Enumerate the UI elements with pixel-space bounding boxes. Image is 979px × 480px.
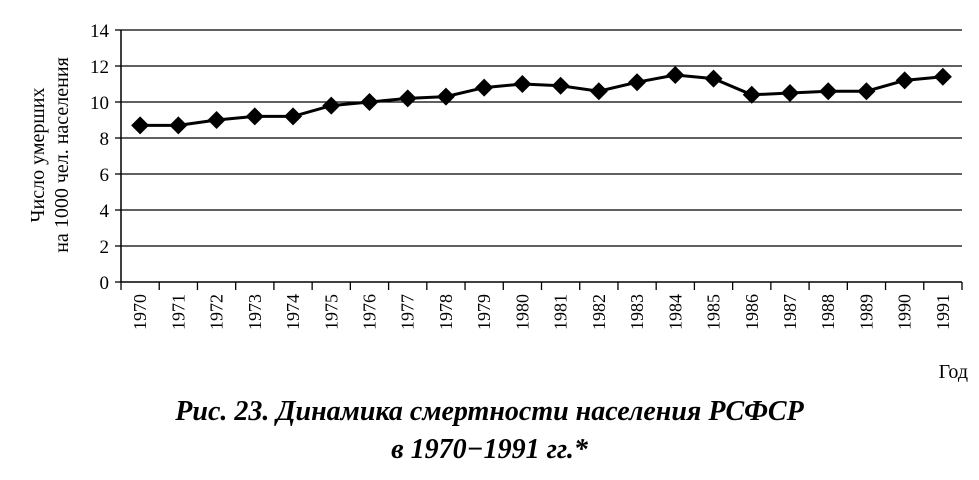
data-point-marker [933, 67, 952, 86]
y-tick-labels: 0 2 4 6 8 10 12 14 [90, 21, 110, 294]
figure-caption: Рис. 23. Динамика смертности населения Р… [0, 393, 979, 469]
x-tick-label: 1982 [589, 294, 609, 330]
axes [120, 30, 963, 290]
y-tick-label: 14 [90, 21, 110, 42]
x-tick-label: 1991 [933, 294, 953, 330]
x-tick-label: 1974 [283, 294, 303, 330]
x-tick-label: 1985 [704, 294, 724, 330]
y-tick-label: 8 [100, 129, 110, 150]
data-point-marker [360, 93, 379, 111]
data-point-marker [780, 84, 799, 102]
y-axis-title-line1: Число умерших [27, 88, 49, 223]
data-point-marker [207, 111, 226, 129]
x-tick-label: 1976 [359, 294, 379, 330]
x-tick-label: 1987 [780, 294, 800, 330]
x-tick-label: 1972 [207, 294, 227, 330]
data-point-marker [589, 82, 608, 101]
x-tick-label: 1977 [398, 294, 418, 330]
x-tick-label: 1979 [474, 294, 494, 330]
data-point-marker [551, 76, 570, 95]
x-tick-label: 1975 [321, 294, 341, 330]
caption-line-2: в 1970−1991 гг.* [391, 434, 588, 465]
y-axis-title-line2: на 1000 чел. населения [51, 57, 73, 253]
data-point-marker [322, 96, 341, 115]
x-tick-label: 1980 [512, 294, 532, 330]
x-tick-label: 1981 [551, 294, 571, 330]
x-tick-label: 1990 [895, 294, 915, 330]
data-point-marker [131, 116, 150, 135]
x-axis-title: Год [939, 361, 968, 383]
x-tick-label: 1978 [436, 294, 456, 330]
data-point-marker [704, 69, 723, 88]
x-tick-label: 1988 [818, 294, 838, 330]
data-point-marker [284, 107, 303, 126]
data-point-marker [475, 78, 494, 97]
data-point-marker [398, 89, 417, 108]
series-line [140, 73, 944, 127]
data-point-marker [857, 82, 876, 101]
data-point-marker [436, 87, 455, 106]
y-tick-label: 6 [100, 165, 110, 186]
y-tick-label: 0 [100, 273, 110, 294]
data-point-marker [742, 85, 761, 104]
data-point-marker [513, 75, 532, 93]
y-tick-label: 2 [100, 237, 110, 258]
mortality-line-chart: 0 2 4 6 8 10 12 14 1970 1971 1972 1973 1974 1975 1976… [27, 21, 968, 383]
x-tick-label: 1984 [665, 294, 685, 330]
caption-line-1: Рис. 23. Динамика смертности населения Р… [175, 396, 804, 427]
data-point-marker [819, 82, 838, 101]
data-point-marker [666, 66, 685, 84]
data-point-marker [245, 107, 264, 126]
y-tick-label: 10 [90, 93, 109, 114]
x-tick-label: 1989 [856, 294, 876, 330]
data-point-marker [169, 116, 188, 135]
x-tick-label: 1971 [168, 294, 188, 330]
x-tick-label: 1983 [627, 294, 647, 330]
y-tick-label: 4 [100, 201, 110, 222]
x-tick-label: 1970 [130, 294, 150, 330]
x-tick-label: 1973 [245, 294, 265, 330]
series-markers [131, 66, 952, 135]
y-tick-label: 12 [90, 57, 109, 78]
x-tick-label: 1986 [742, 294, 762, 330]
x-tick-labels: 1970 1971 1972 1973 1974 1975 1976 1977 1978 1979… [130, 294, 953, 330]
data-point-marker [895, 71, 914, 90]
data-point-marker [628, 73, 647, 92]
gridlines [115, 29, 962, 283]
